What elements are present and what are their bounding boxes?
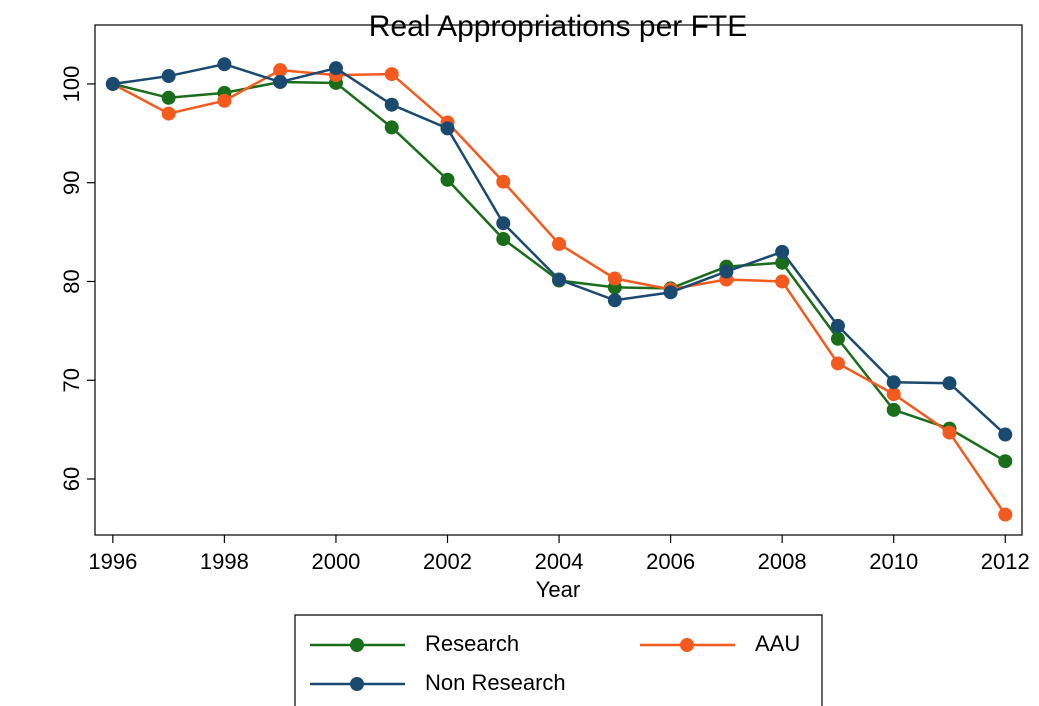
series-line [112,68,1007,516]
data-point [273,63,288,78]
data-point [942,425,957,440]
data-point [496,232,511,247]
legend-box [294,614,823,706]
x-tick-label: 2006 [646,549,695,574]
data-point [273,74,288,89]
x-tick-label: 2002 [423,549,472,574]
legend-marker [350,638,364,652]
data-point [217,93,232,108]
data-point [942,376,957,391]
x-tick-label: 2010 [869,549,918,574]
data-point [998,454,1013,469]
x-tick-label: 2008 [758,549,807,574]
data-point [663,285,678,300]
x-tick-label: 1996 [88,549,137,574]
data-point [775,244,790,259]
y-tick-label: 90 [59,170,84,194]
data-point [496,216,511,231]
y-tick-label: 100 [59,66,84,103]
legend-label: AAU [755,631,800,656]
legend-marker [350,677,364,691]
y-tick-label: 60 [59,467,84,491]
data-point [161,106,176,121]
data-point [105,76,120,91]
chart-title: Real Appropriations per FTE [369,10,748,43]
legend-label: Research [425,631,519,656]
data-point [161,90,176,105]
x-tick-label: 1998 [200,549,249,574]
data-point [496,174,511,189]
data-point [217,57,232,72]
data-point [830,318,845,333]
data-point [607,271,622,286]
data-point [384,120,399,135]
data-point [384,67,399,82]
data-point [775,255,790,270]
data-point [328,61,343,76]
series-line [112,80,1006,463]
data-point [830,331,845,346]
data-point [998,427,1013,442]
data-point [552,236,567,251]
x-tick-label: 2000 [311,549,360,574]
legend-label: Non Research [425,670,566,695]
data-point [552,272,567,287]
x-axis-title: Year [536,577,580,602]
data-point [775,274,790,289]
data-point [886,387,901,402]
x-tick-label: 2004 [535,549,584,574]
data-point [384,97,399,112]
data-point [886,375,901,390]
y-tick-label: 80 [59,269,84,293]
data-point [830,356,845,371]
data-point [440,172,455,187]
x-tick-label: 2012 [981,549,1030,574]
data-point [719,264,734,279]
data-point [998,507,1013,522]
data-point [607,293,622,308]
y-tick-label: 70 [59,368,84,392]
data-point [886,402,901,417]
data-point [161,69,176,84]
data-point [440,121,455,136]
legend-marker [680,638,694,652]
